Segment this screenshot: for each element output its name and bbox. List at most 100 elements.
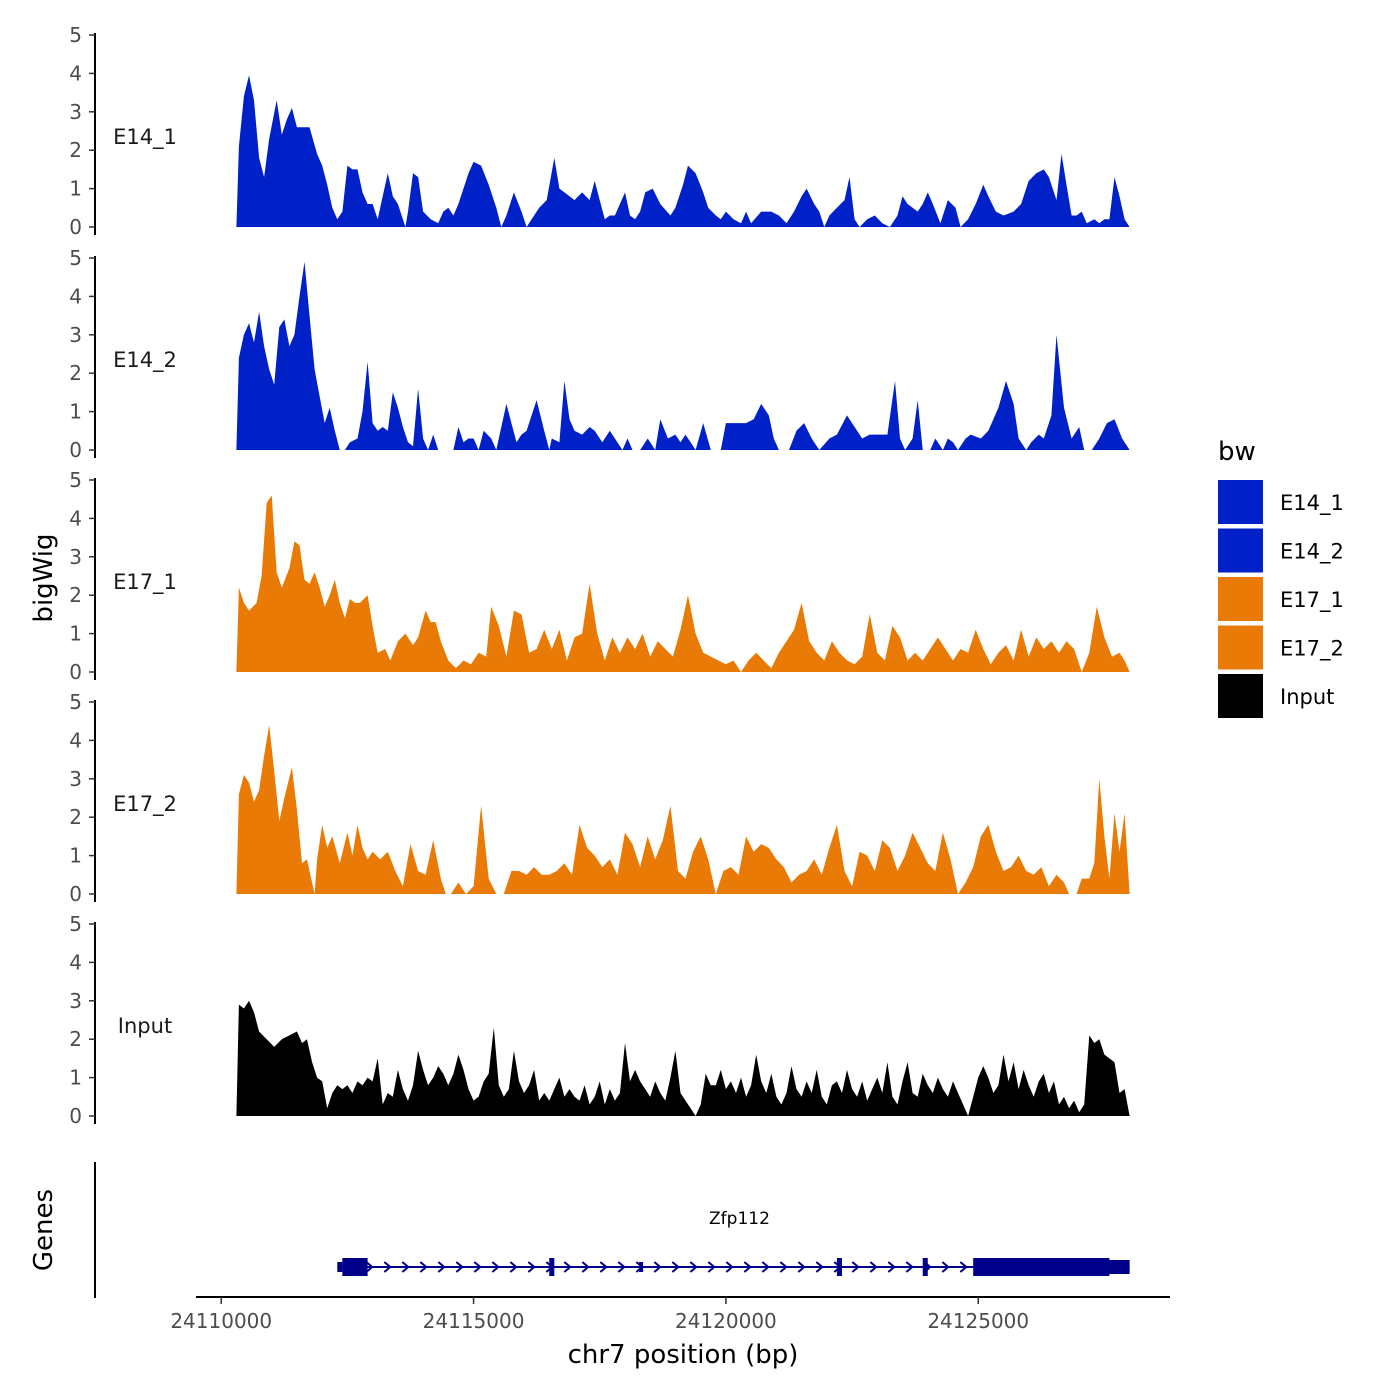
- strand-arrow: [617, 1261, 626, 1273]
- track-E17_1: 0 1 2 3 4 5 E17_1: [69, 468, 1130, 684]
- y-tick-label: 0: [69, 1104, 82, 1128]
- strand-arrow: [491, 1261, 500, 1273]
- y-tick-label: 3: [69, 767, 82, 791]
- y-axis-title: bigWig: [29, 533, 59, 622]
- strand-arrow: [527, 1261, 536, 1273]
- exon: [836, 1258, 842, 1276]
- track-label: E17_1: [113, 570, 177, 595]
- y-tick-label: 5: [69, 468, 82, 492]
- area-E14_1: [236, 75, 1130, 227]
- y-tick-label: 3: [69, 323, 82, 347]
- y-tick-label: 0: [69, 215, 82, 239]
- strand-arrow: [905, 1261, 914, 1273]
- strand-arrow: [437, 1261, 446, 1273]
- track-label: Input: [118, 1014, 172, 1038]
- legend-label: E14_1: [1280, 491, 1344, 516]
- legend-key-E14_2: [1218, 528, 1263, 573]
- exon: [922, 1258, 928, 1276]
- y-tick-label: 4: [69, 950, 82, 974]
- y-tick-label: 2: [69, 138, 82, 162]
- track-label: E14_1: [113, 125, 177, 150]
- strand-arrow: [599, 1261, 608, 1273]
- strand-arrow: [959, 1261, 968, 1273]
- strand-arrow: [419, 1261, 428, 1273]
- y-tick-label: 5: [69, 246, 82, 270]
- area-E17_1: [236, 495, 1130, 672]
- exon: [973, 1258, 1110, 1276]
- exon: [1109, 1260, 1130, 1274]
- area-E17_2: [236, 725, 1130, 894]
- legend-key-E17_2: [1218, 625, 1263, 670]
- y-tick-label: 0: [69, 660, 82, 684]
- y-tick-label: 1: [69, 400, 82, 424]
- strand-arrow: [869, 1261, 878, 1273]
- track-label: E17_2: [113, 792, 177, 817]
- legend-label: E14_2: [1280, 540, 1344, 565]
- exon: [337, 1262, 343, 1272]
- y-tick-label: 4: [69, 728, 82, 752]
- strand-arrow: [563, 1261, 572, 1273]
- strand-arrow: [383, 1261, 392, 1273]
- signal-tracks: 0 1 2 3 4 5 E14_1 0 1 2 3 4 5 E14_2 0 1 2 3 4 5 E17_1 0 1 2 3 4 5 E…: [69, 23, 1130, 1128]
- x-axis: 24110000 24115000 24120000 24125000: [170, 1296, 1170, 1333]
- y-tick-label: 0: [69, 438, 82, 462]
- strand-arrow: [815, 1261, 824, 1273]
- y-tick-label: 3: [69, 100, 82, 124]
- y-tick-label: 4: [69, 506, 82, 530]
- strand-arrow: [797, 1261, 806, 1273]
- y-tick-label: 2: [69, 805, 82, 829]
- exon: [342, 1258, 368, 1276]
- strand-arrow: [779, 1261, 788, 1273]
- exon: [549, 1258, 555, 1276]
- area-E14_2: [236, 261, 1130, 450]
- strand-arrow: [887, 1261, 896, 1273]
- legend-label: E17_2: [1280, 637, 1344, 662]
- track-E14_1: 0 1 2 3 4 5 E14_1: [69, 23, 1130, 239]
- gene-track: Zfp112: [94, 1162, 1130, 1298]
- y-tick-label: 1: [69, 844, 82, 868]
- strand-arrow: [761, 1261, 770, 1273]
- legend-key-E14_1: [1218, 480, 1263, 524]
- legend-label: E17_1: [1280, 588, 1344, 613]
- y-tick-label: 4: [69, 284, 82, 308]
- y-tick-label: 0: [69, 882, 82, 906]
- legend-label: Input: [1280, 685, 1334, 709]
- x-tick-label: 24115000: [423, 1309, 525, 1333]
- strand-arrow: [509, 1261, 518, 1273]
- exon: [639, 1262, 644, 1272]
- y-tick-label: 5: [69, 912, 82, 936]
- strand-arrow: [743, 1261, 752, 1273]
- legend-title: bw: [1218, 437, 1256, 467]
- legend-key-Input: [1218, 674, 1263, 718]
- y-tick-label: 2: [69, 1027, 82, 1051]
- strand-arrow: [581, 1261, 590, 1273]
- legend: bw E14_1 E14_2 E17_1 E17_2 Input: [1218, 437, 1344, 718]
- y-tick-label: 4: [69, 61, 82, 85]
- gene-name-label: Zfp112: [709, 1209, 770, 1229]
- y-tick-label: 3: [69, 989, 82, 1013]
- strand-arrow: [725, 1261, 734, 1273]
- track-label: E14_2: [113, 348, 177, 373]
- strand-arrow: [671, 1261, 680, 1273]
- strand-arrow: [941, 1261, 950, 1273]
- y-tick-label: 2: [69, 583, 82, 607]
- area-Input: [236, 1000, 1130, 1116]
- strand-arrow: [707, 1261, 716, 1273]
- strand-arrow: [689, 1261, 698, 1273]
- x-tick-label: 24110000: [170, 1309, 272, 1333]
- y-tick-label: 1: [69, 622, 82, 646]
- strand-arrow: [851, 1261, 860, 1273]
- x-axis-title: chr7 position (bp): [568, 1340, 799, 1370]
- strand-arrow: [401, 1261, 410, 1273]
- y-tick-label: 2: [69, 361, 82, 385]
- legend-key-E17_1: [1218, 577, 1263, 621]
- track-E17_2: 0 1 2 3 4 5 E17_2: [69, 690, 1130, 906]
- y-tick-label: 3: [69, 545, 82, 569]
- strand-arrow: [365, 1261, 374, 1273]
- strand-arrow: [473, 1261, 482, 1273]
- y-tick-label: 1: [69, 1066, 82, 1090]
- x-tick-label: 24125000: [927, 1309, 1029, 1333]
- gene-Zfp112: Zfp112: [337, 1209, 1130, 1276]
